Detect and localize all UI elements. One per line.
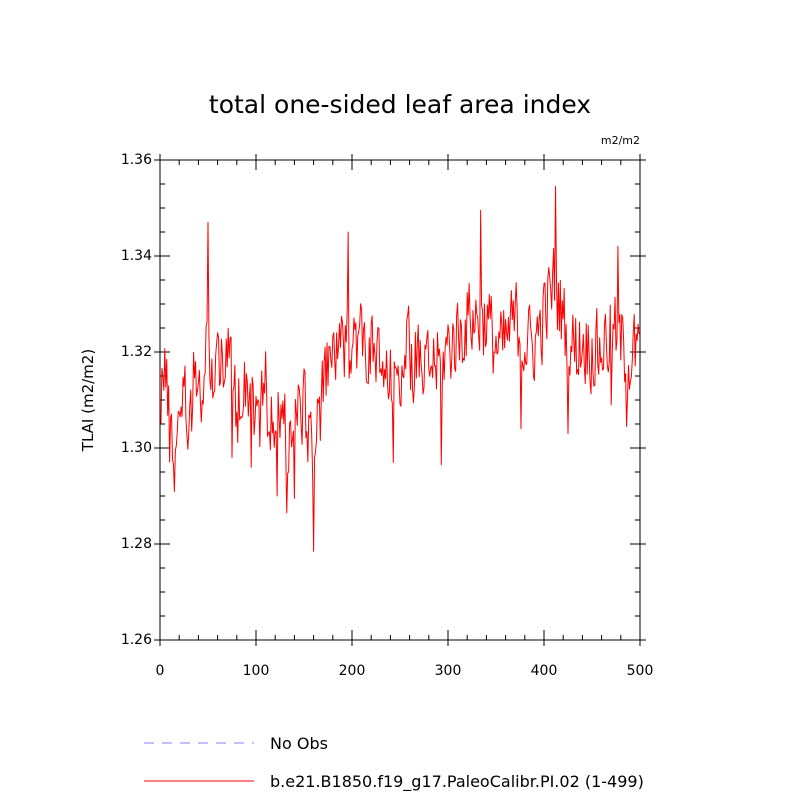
legend-item-model-run: b.e21.B1850.f19_g17.PaleoCalibr.PI.02 (1… (270, 769, 644, 793)
legend-label-model-run: b.e21.B1850.f19_g17.PaleoCalibr.PI.02 (1… (270, 771, 644, 791)
y-tick-label: 1.26 (120, 632, 152, 648)
tick-marks (154, 154, 646, 646)
y-tick-label: 1.28 (120, 536, 152, 552)
x-tick-label: 0 (155, 663, 165, 679)
x-tick-label: 500 (626, 663, 654, 679)
y-tick-label: 1.36 (120, 152, 152, 168)
x-tick-label: 200 (338, 663, 366, 679)
series-line (160, 185, 640, 552)
y-tick-label: 1.30 (120, 440, 152, 456)
x-tick-label: 300 (434, 663, 462, 679)
x-tick-label: 100 (242, 663, 270, 679)
units-label: m2/m2 (600, 134, 640, 147)
y-axis-label: TLAI (m2/m2) (79, 348, 97, 452)
x-tick-label: 400 (530, 663, 558, 679)
y-tick-label: 1.32 (120, 344, 152, 360)
chart-title: total one-sided leaf area index (208, 90, 592, 119)
y-tick-label: 1.34 (120, 248, 152, 264)
legend-item-no-obs: No Obs (270, 731, 328, 755)
legend-label-no-obs: No Obs (270, 733, 328, 753)
